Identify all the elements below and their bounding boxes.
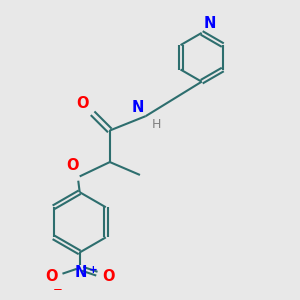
Text: O: O [77, 96, 89, 111]
Text: −: − [53, 283, 62, 296]
Text: O: O [45, 269, 58, 284]
Text: N: N [74, 266, 87, 280]
Text: N: N [132, 100, 144, 115]
Text: O: O [102, 269, 114, 284]
Text: +: + [89, 266, 98, 275]
Text: H: H [152, 118, 161, 130]
Text: O: O [66, 158, 78, 173]
Text: N: N [204, 16, 216, 32]
